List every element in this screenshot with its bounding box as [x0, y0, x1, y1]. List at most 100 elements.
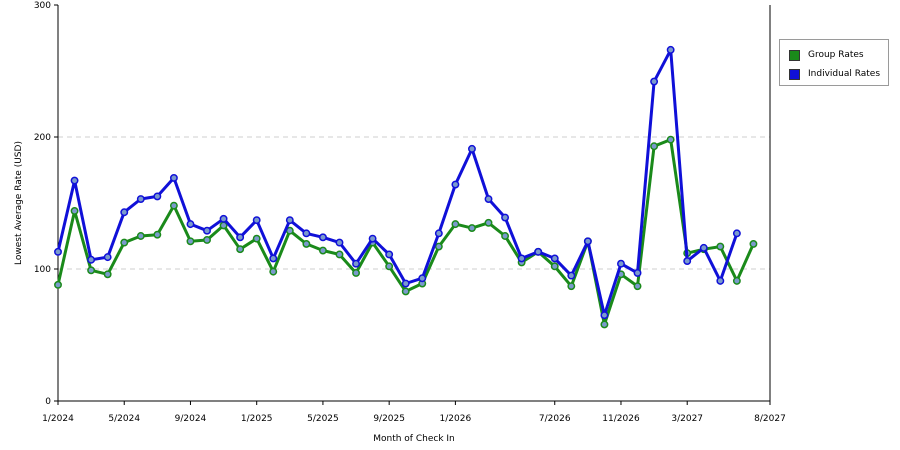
- point-group-rates: [236, 245, 245, 254]
- point-group-rates: [120, 238, 129, 247]
- point-individual-rates: [203, 226, 211, 235]
- point-group-rates: [70, 206, 79, 215]
- point-individual-rates: [666, 45, 675, 54]
- x-tick-label: 11/2026: [602, 414, 640, 424]
- point-individual-rates: [401, 279, 410, 288]
- legend-item-individual-rates: Individual Rates: [789, 67, 880, 81]
- point-group-rates: [633, 282, 642, 291]
- point-individual-rates: [633, 269, 642, 277]
- point-individual-rates: [87, 255, 96, 264]
- point-group-rates: [484, 218, 493, 227]
- point-individual-rates: [501, 213, 510, 222]
- y-tick-label: 0: [45, 397, 51, 407]
- x-tick-label: 9/2024: [175, 414, 207, 424]
- point-individual-rates: [120, 208, 129, 217]
- point-individual-rates: [732, 229, 741, 238]
- point-group-rates: [87, 266, 96, 275]
- point-group-rates: [203, 236, 211, 244]
- x-tick-label: 3/2027: [671, 414, 703, 424]
- x-axis-title: Month of Check In: [373, 434, 455, 444]
- point-individual-rates: [517, 254, 526, 263]
- point-individual-rates: [335, 238, 344, 247]
- point-group-rates: [103, 270, 112, 279]
- x-tick-label: 5/2025: [307, 414, 339, 424]
- point-individual-rates: [434, 229, 443, 238]
- point-individual-rates: [617, 259, 625, 268]
- point-group-rates: [335, 250, 344, 259]
- point-group-rates: [749, 239, 758, 248]
- point-individual-rates: [385, 250, 394, 259]
- legend-label-individual-rates: Individual Rates: [808, 69, 881, 79]
- point-group-rates: [600, 320, 609, 329]
- point-group-rates: [54, 280, 62, 289]
- point-group-rates: [501, 232, 510, 240]
- point-individual-rates: [683, 257, 692, 266]
- legend-swatch-group-rates: [789, 49, 800, 61]
- x-tick-label: 5/2024: [108, 414, 140, 424]
- point-individual-rates: [318, 233, 327, 242]
- point-group-rates: [650, 142, 659, 151]
- x-tick-label: 9/2025: [373, 414, 405, 424]
- point-group-rates: [550, 262, 559, 271]
- point-individual-rates: [550, 254, 559, 263]
- point-individual-rates: [650, 77, 659, 86]
- point-individual-rates: [368, 234, 377, 243]
- point-individual-rates: [699, 243, 708, 252]
- series-line-group-rates: [56, 138, 755, 326]
- point-group-rates: [401, 287, 410, 296]
- point-individual-rates: [716, 276, 725, 285]
- point-individual-rates: [169, 173, 178, 182]
- y-tick-label: 200: [34, 133, 51, 143]
- gridlines: [58, 136, 770, 270]
- axes: 0 100 200 300 1/2024 5/2024 9/2024 1/2025 5/2025…: [34, 1, 786, 424]
- point-individual-rates: [219, 214, 228, 223]
- point-individual-rates: [468, 144, 476, 153]
- point-individual-rates: [583, 237, 592, 246]
- point-individual-rates: [451, 180, 460, 189]
- series-layer: [54, 45, 758, 329]
- point-group-rates: [153, 230, 162, 239]
- point-group-rates: [434, 242, 443, 251]
- point-individual-rates: [352, 259, 360, 268]
- x-tick-label: 1/2024: [42, 414, 74, 424]
- x-tick-label: 7/2026: [539, 414, 571, 424]
- point-individual-rates: [418, 274, 427, 283]
- point-group-rates: [567, 282, 576, 291]
- point-individual-rates: [600, 311, 609, 320]
- point-group-rates: [318, 246, 327, 255]
- point-individual-rates: [186, 220, 195, 229]
- point-individual-rates: [534, 247, 543, 256]
- point-group-rates: [716, 242, 725, 251]
- point-individual-rates: [285, 216, 294, 225]
- y-axis-title: Lowest Average Rate (USD): [14, 141, 24, 265]
- point-group-rates: [269, 267, 278, 276]
- point-group-rates: [136, 232, 145, 240]
- legend-item-group-rates: Group Rates: [789, 48, 864, 62]
- legend-label-group-rates: Group Rates: [808, 50, 864, 60]
- point-group-rates: [385, 262, 394, 271]
- point-individual-rates: [302, 229, 311, 238]
- point-group-rates: [451, 220, 460, 229]
- point-group-rates: [732, 276, 741, 285]
- point-group-rates: [468, 224, 476, 233]
- point-individual-rates: [567, 271, 576, 280]
- point-group-rates: [352, 269, 360, 277]
- point-individual-rates: [269, 254, 278, 263]
- point-individual-rates: [153, 192, 162, 201]
- point-individual-rates: [484, 195, 493, 203]
- point-group-rates: [666, 135, 675, 144]
- x-tick-label: 1/2025: [241, 414, 273, 424]
- point-individual-rates: [136, 195, 145, 203]
- x-tick-label: 8/2027: [754, 414, 786, 424]
- point-individual-rates: [236, 233, 245, 242]
- point-individual-rates: [70, 176, 79, 185]
- point-group-rates: [302, 239, 311, 248]
- point-group-rates: [186, 237, 195, 246]
- legend-swatch-individual-rates: [789, 68, 800, 80]
- point-individual-rates: [103, 253, 112, 262]
- y-tick-label: 300: [34, 1, 51, 11]
- point-group-rates: [169, 201, 178, 210]
- legend: Group Rates Individual Rates: [779, 39, 889, 86]
- point-individual-rates: [54, 247, 62, 256]
